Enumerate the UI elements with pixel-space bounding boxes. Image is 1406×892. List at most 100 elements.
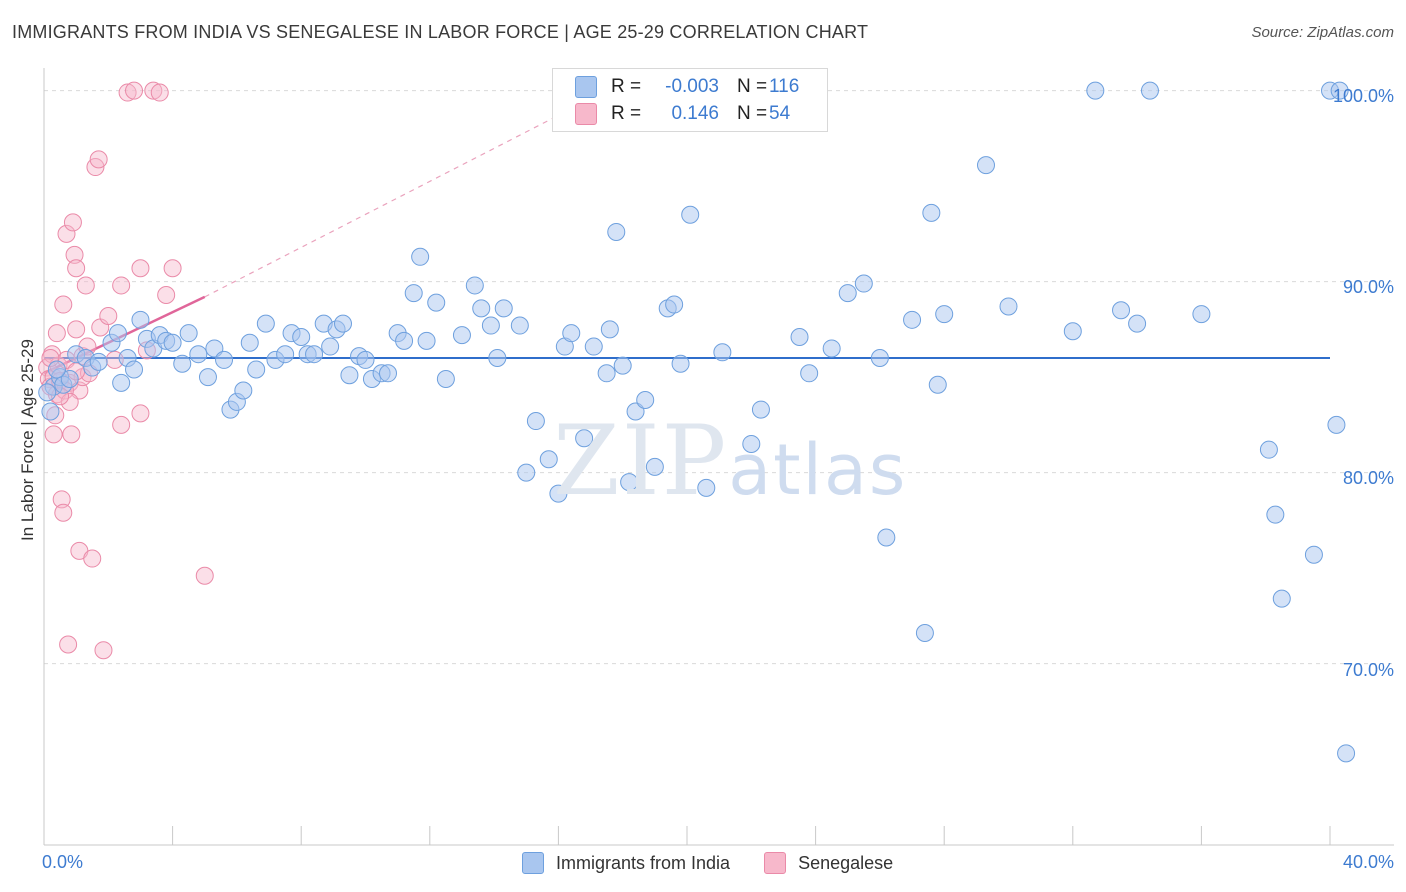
india-point (404, 284, 423, 303)
legend-item-india: Immigrants from India (522, 852, 730, 874)
india-point (452, 326, 471, 345)
india-point (928, 375, 947, 394)
india-point (681, 205, 700, 224)
india-point (999, 297, 1018, 316)
legend-r-value: 0.146 (671, 103, 719, 124)
india-point (517, 463, 536, 482)
india-point (620, 473, 639, 492)
india-point (510, 316, 529, 335)
legend-n-value: 54 (769, 103, 791, 124)
india-point (597, 364, 616, 383)
x-tick-label-min: 0.0% (42, 852, 84, 872)
legend-r-label: R = (611, 103, 642, 124)
india-point (877, 528, 896, 547)
chart-source: Source: ZipAtlas.com (1251, 24, 1394, 41)
india-point (38, 383, 57, 402)
senegalese-point (52, 490, 71, 509)
india-point (292, 328, 311, 347)
senegalese-point (59, 635, 78, 654)
senegalese-point (118, 83, 137, 102)
india-point (903, 310, 922, 329)
senegalese-point (89, 150, 108, 169)
india-point (584, 337, 603, 356)
legend-n-label: N = (737, 76, 768, 97)
legend-row-senegal: R = 0.146 N = 54 (575, 102, 790, 126)
india-point (333, 314, 352, 333)
india-point (488, 349, 507, 368)
india-point (112, 373, 131, 392)
india-point (481, 316, 500, 335)
india-point (915, 624, 934, 643)
india-point (189, 345, 208, 364)
india-point (800, 364, 819, 383)
india-point (215, 350, 234, 369)
senegalese-point (163, 259, 182, 278)
senegalese-point (67, 320, 86, 339)
india-point (247, 360, 266, 379)
legend-item-senegal: Senegalese (764, 852, 893, 874)
india-point (713, 343, 732, 362)
legend-n-label: N = (737, 103, 768, 124)
chart-title: IMMIGRANTS FROM INDIA VS SENEGALESE IN L… (12, 22, 869, 42)
senegalese-point (150, 83, 169, 102)
india-point (41, 402, 60, 421)
india-point (179, 324, 198, 343)
india-point (47, 360, 66, 379)
y-tick-label: 70.0% (1342, 660, 1394, 680)
india-point (89, 352, 108, 371)
legend-r-value: -0.003 (665, 76, 719, 97)
legend-label-india: Immigrants from India (556, 852, 731, 873)
india-point (1337, 744, 1356, 763)
india-point (108, 324, 127, 343)
senegalese-point (131, 404, 150, 423)
senegalese-point (44, 425, 63, 444)
y-axis-label: In Labor Force | Age 25-29 (18, 339, 37, 541)
senegalese-point (144, 81, 163, 100)
senegalese-point (76, 276, 95, 295)
india-point (340, 366, 359, 385)
india-point (665, 295, 684, 314)
watermark: ZIPatlas (553, 405, 907, 517)
india-point (436, 370, 455, 389)
legend-label-senegal: Senegalese (798, 852, 894, 873)
senegalese-point (125, 81, 144, 100)
india-point (427, 293, 446, 312)
senegalese-point (47, 324, 66, 343)
india-point (626, 402, 645, 421)
india-point (305, 345, 324, 364)
india-point (356, 350, 375, 369)
india-point (613, 356, 632, 375)
senegalese-point (60, 392, 79, 411)
india-point (379, 364, 398, 383)
senegalese-point (195, 566, 214, 585)
senegalese-point (57, 224, 76, 243)
watermark-zip: ZIP (553, 405, 729, 517)
india-point (472, 299, 491, 318)
senegalese-point (63, 213, 82, 232)
senegalese-trend-extension (204, 90, 607, 298)
india-point (256, 314, 275, 333)
india-point (751, 400, 770, 419)
senegalese-point (131, 259, 150, 278)
india-point (562, 324, 581, 343)
india-point (1128, 314, 1147, 333)
india-point (1112, 301, 1131, 320)
india-point (838, 284, 857, 303)
india-point (411, 247, 430, 266)
india-point (198, 368, 217, 387)
india-point (417, 331, 436, 350)
legend-n-value: 116 (769, 76, 800, 97)
india-point (922, 203, 941, 222)
senegalese-point (67, 259, 86, 278)
india-point (240, 333, 259, 352)
senegalese-point (157, 285, 176, 304)
india-point (395, 331, 414, 350)
india-point (1330, 81, 1349, 100)
senegalese-point (112, 415, 131, 434)
gridlines (44, 90, 1394, 665)
india-point (131, 310, 150, 329)
india-point (575, 429, 594, 448)
india-point (636, 391, 655, 410)
india-point (697, 478, 716, 497)
legend-swatch-india (522, 852, 544, 874)
